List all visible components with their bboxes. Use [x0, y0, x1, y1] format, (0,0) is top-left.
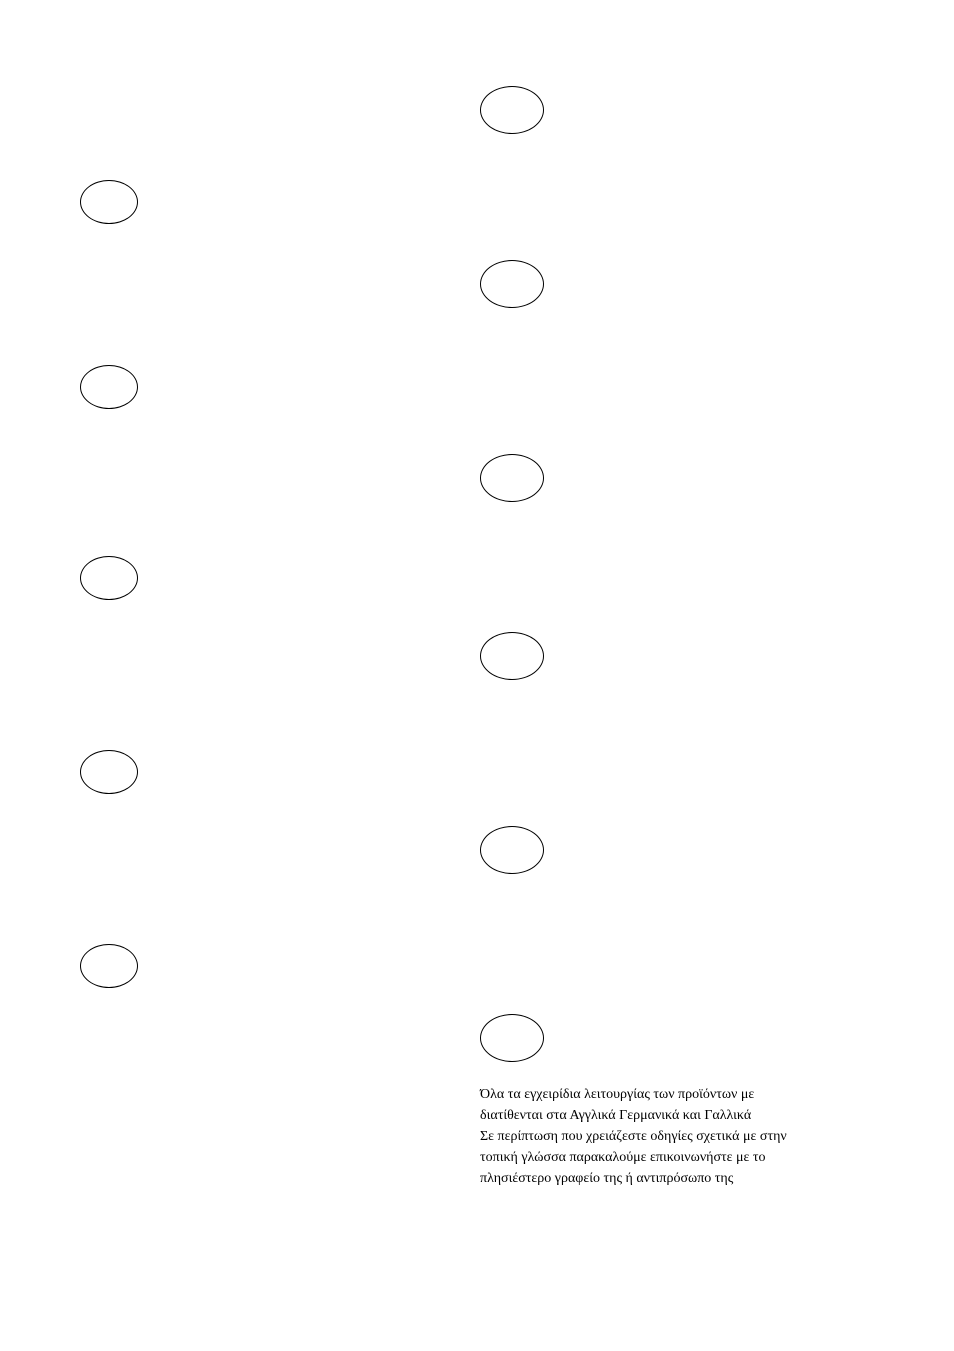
paragraph-greek: Όλα τα εγχειρίδια λειτουργίας των προϊόν… — [480, 1084, 900, 1189]
ellipse-right-6 — [480, 1014, 544, 1062]
paragraph-line-4: τοπική γλώσσα παρακαλούμε επικοινωνήστε … — [480, 1147, 900, 1168]
ellipse-left-4 — [80, 750, 138, 794]
ellipse-left-1 — [80, 180, 138, 224]
ellipse-left-5 — [80, 944, 138, 988]
ellipse-right-1 — [480, 86, 544, 134]
ellipse-left-3 — [80, 556, 138, 600]
paragraph-line-3: Σε περίπτωση που χρειάζεστε οδηγίες σχετ… — [480, 1126, 900, 1147]
ellipse-right-3 — [480, 454, 544, 502]
ellipse-left-2 — [80, 365, 138, 409]
ellipse-right-4 — [480, 632, 544, 680]
paragraph-line-2: διατίθενται στα Αγγλικά Γερμανικά και Γα… — [480, 1105, 900, 1126]
paragraph-line-5: πλησιέστερο γραφείο της ή αντιπρόσωπο τη… — [480, 1168, 900, 1189]
ellipse-right-5 — [480, 826, 544, 874]
paragraph-line-1: Όλα τα εγχειρίδια λειτουργίας των προϊόν… — [480, 1084, 900, 1105]
ellipse-right-2 — [480, 260, 544, 308]
